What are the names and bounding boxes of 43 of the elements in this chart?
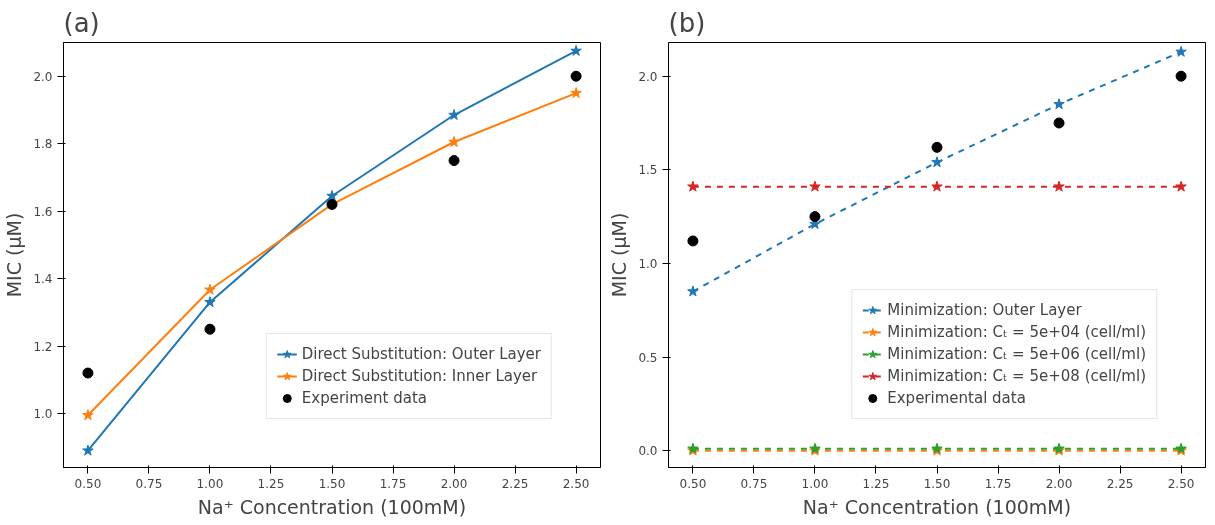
y-tick-label: 2.0: [33, 69, 53, 84]
y-tick-label: 1.0: [33, 407, 53, 422]
legend-label: Minimization: Cₜ = 5e+04 (cell/ml): [887, 323, 1146, 341]
x-tick-label: 2.50: [1167, 476, 1195, 491]
chart-title: (a): [63, 7, 100, 38]
legend-label: Minimization: Outer Layer: [887, 301, 1082, 319]
x-tick-label: 1.00: [801, 476, 829, 491]
y-axis-title: MIC (μM): [608, 212, 631, 298]
x-tick-label: 1.25: [257, 476, 285, 491]
x-tick-label: 1.75: [379, 476, 407, 491]
y-tick-label: 1.5: [638, 163, 658, 178]
y-tick-label: 1.8: [33, 137, 53, 152]
x-tick-label: 1.75: [984, 476, 1012, 491]
legend-label: Direct Substitution: Outer Layer: [301, 345, 541, 363]
legend-label: Minimization: Cₜ = 5e+06 (cell/ml): [887, 345, 1146, 363]
y-tick-label: 1.6: [33, 204, 53, 219]
x-tick-label: 0.75: [135, 476, 163, 491]
legend-label: Minimization: Cₜ = 5e+08 (cell/ml): [887, 367, 1146, 385]
x-tick-label: 1.50: [923, 476, 951, 491]
x-axis-title: Na⁺ Concentration (100mM): [802, 495, 1072, 518]
legend-label: Direct Substitution: Inner Layer: [301, 367, 538, 385]
x-tick-label: 2.25: [501, 476, 529, 491]
chart-title: (b): [668, 7, 706, 38]
x-tick-label: 2.00: [1045, 476, 1073, 491]
y-tick-label: 0.0: [638, 444, 658, 459]
x-tick-label: 1.50: [318, 476, 346, 491]
y-tick-label: 1.2: [33, 339, 53, 354]
x-tick-label: 2.25: [1106, 476, 1134, 491]
x-tick-label: 1.00: [196, 476, 224, 491]
x-tick-label: 0.75: [740, 476, 768, 491]
x-tick-label: 1.25: [862, 476, 890, 491]
y-axis-title: MIC (μM): [3, 212, 26, 298]
x-axis-title: Na⁺ Concentration (100mM): [197, 495, 467, 518]
legend-label: Experimental data: [887, 389, 1026, 407]
y-tick-label: 0.5: [638, 350, 658, 365]
y-tick-label: 2.0: [638, 69, 658, 84]
x-tick-label: 2.50: [562, 476, 590, 491]
y-tick-label: 1.0: [638, 256, 658, 271]
x-tick-label: 0.50: [679, 476, 707, 491]
x-tick-label: 0.50: [74, 476, 102, 491]
legend-label: Experiment data: [301, 389, 428, 407]
x-tick-label: 2.00: [440, 476, 468, 491]
y-tick-label: 1.4: [33, 272, 53, 287]
